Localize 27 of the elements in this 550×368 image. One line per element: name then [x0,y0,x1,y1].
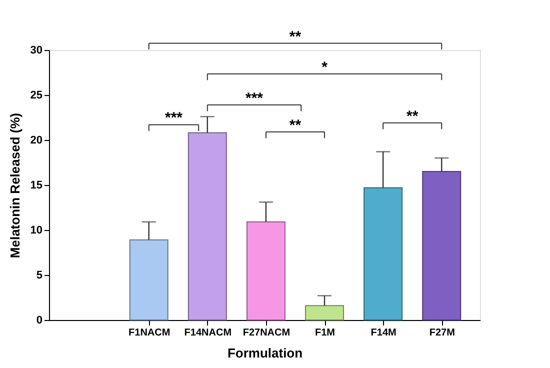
y-tick-label: 0 [36,314,42,326]
annotation: ** [289,116,302,134]
y-axis-title: Melatonin Released (%) [7,112,22,258]
text: ** [289,28,302,46]
y-tick-label: 20 [30,134,42,146]
y-tick-label: 5 [36,270,42,282]
bar [305,305,344,320]
bar [422,171,462,320]
y-tick-label: 25 [30,90,42,102]
bar [364,187,403,320]
bar [129,239,168,320]
x-tick-label: F27M [429,328,455,338]
x-axis-title: Formulation [227,346,303,360]
y-tick-label: 10 [30,224,42,236]
annotation: *** [164,110,183,127]
annotation: ** [406,108,418,125]
annotation: *** [245,90,264,107]
annotation: * [322,58,328,76]
y-tick-label: 15 [30,180,42,192]
x-tick-label: F27NACM [242,328,290,338]
bar [188,132,227,320]
bar [246,221,286,320]
x-tick-label: F1NACM [128,328,170,338]
x-tick-label: F1M [315,328,336,338]
x-tick-label: F14NACM [184,328,232,338]
y-tick-label: 30 [30,44,42,56]
x-tick-label: F14M [370,328,396,338]
